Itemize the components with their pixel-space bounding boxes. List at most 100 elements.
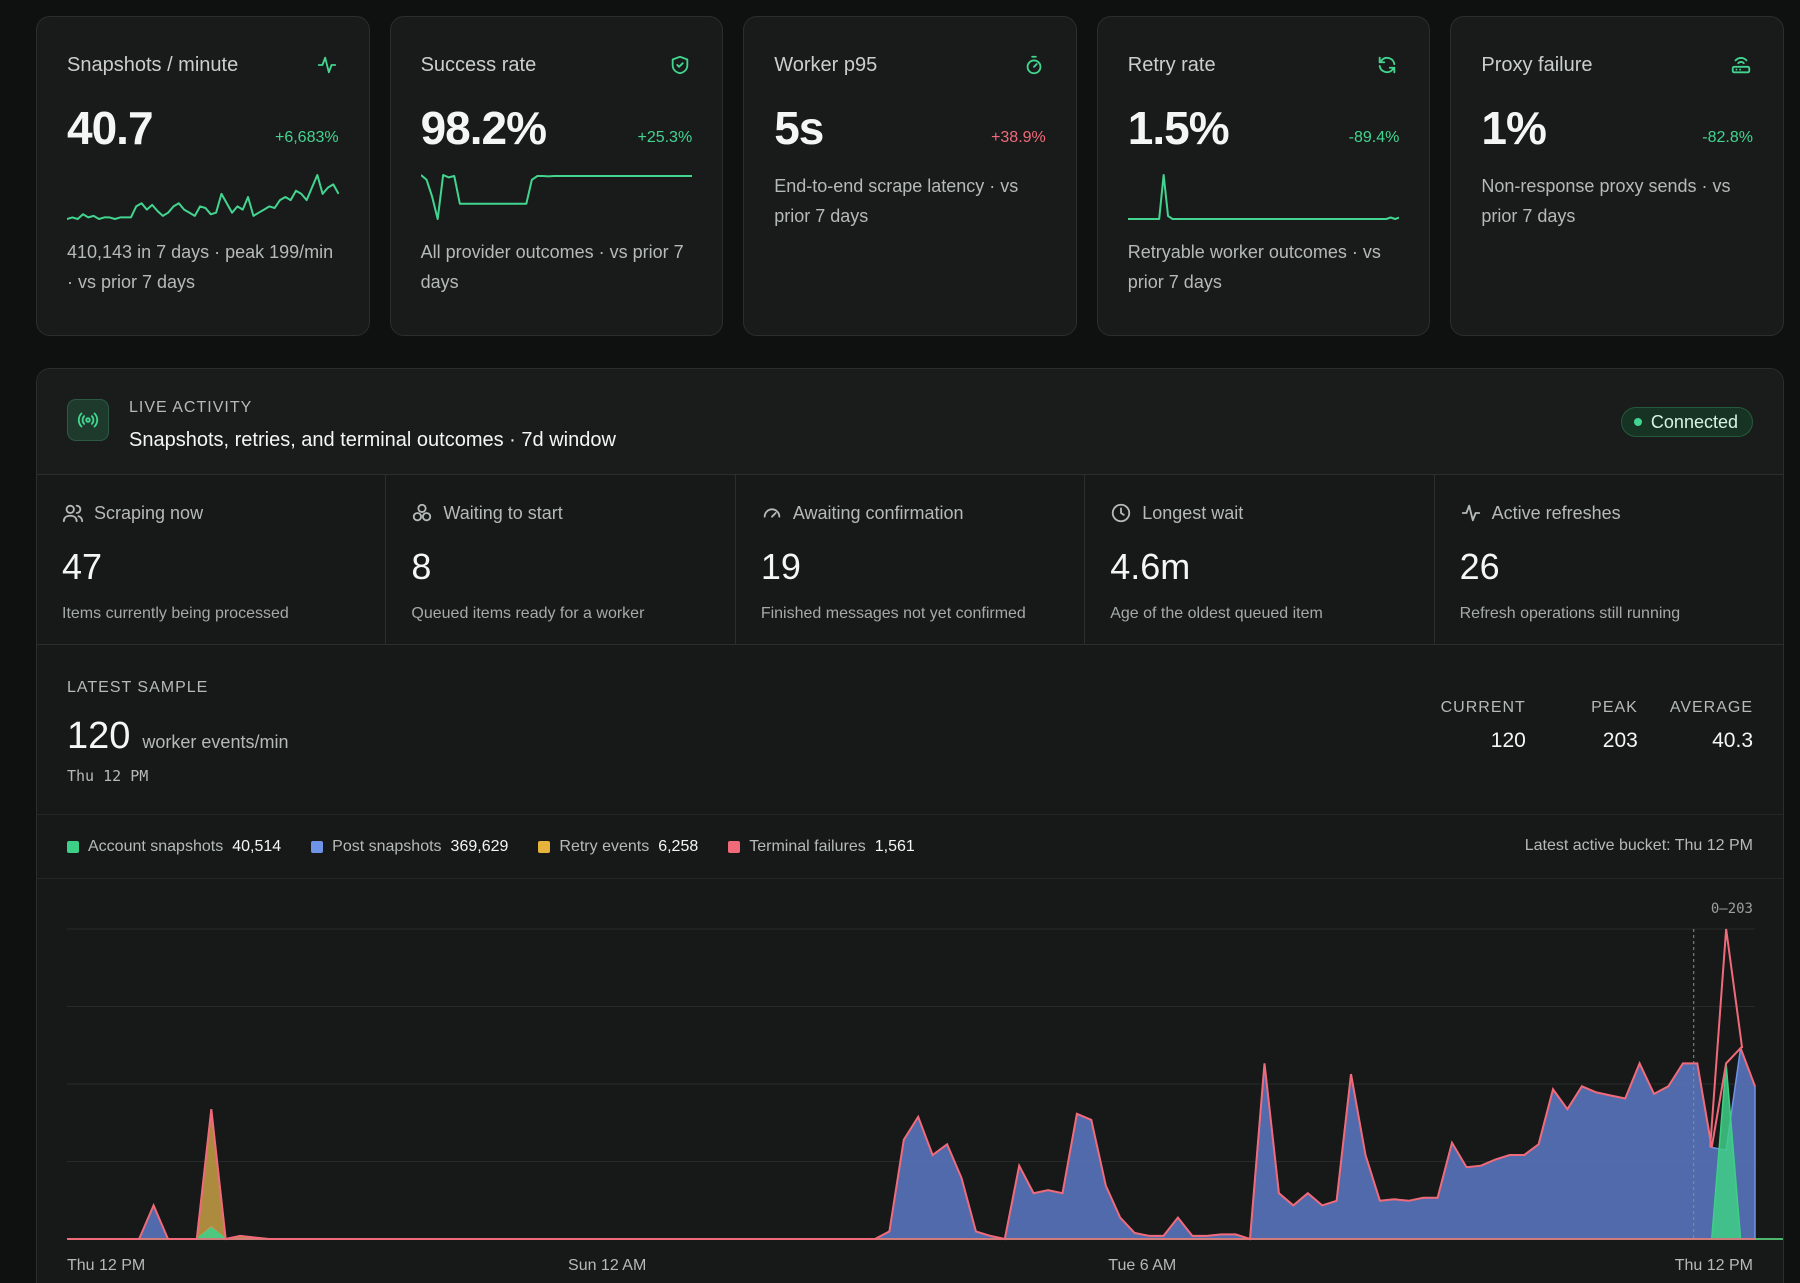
summary-average: AVERAGE 40.3: [1670, 699, 1753, 753]
legend-label: Retry events: [559, 837, 650, 855]
queue-stats: Scraping now 47 Items currently being proc…: [37, 475, 1783, 645]
latest-sample-value-row: 120 worker events/min: [67, 715, 288, 758]
kpi-card-header: Retry rate: [1128, 47, 1400, 83]
shield-check-icon: [668, 53, 692, 77]
legend-count: 40,514: [232, 837, 282, 855]
kpi-value: 1%: [1481, 102, 1546, 154]
x-tick-label: Thu 12 PM: [67, 1257, 146, 1274]
kpi-card: Worker p95 5s +38.9% End-to-end scrape late…: [743, 16, 1077, 336]
kpi-card-header: Snapshots / minute: [67, 47, 339, 83]
status-dot: [1633, 418, 1642, 426]
series-area-post-snapshots: [67, 1047, 1756, 1241]
kpi-value-row: 98.2% +25.3%: [421, 101, 693, 151]
kpi-description: Non-response proxy sends · vs prior 7 da…: [1481, 176, 1731, 226]
summary-peak: PEAK 203: [1558, 699, 1638, 753]
kpi-title: Snapshots / minute: [67, 53, 239, 76]
summary-label: PEAK: [1591, 699, 1638, 716]
queue-stat-header: Active refreshes: [1460, 501, 1758, 525]
legend-label: Post snapshots: [332, 837, 442, 855]
summary-value: 120: [1490, 729, 1526, 752]
chart-legend: Account snapshots 40,514 Post snapshots 369…: [37, 815, 1783, 879]
queue-stat: Scraping now 47 Items currently being proc…: [37, 475, 387, 644]
queue-stat-description: Age of the oldest queued item: [1110, 605, 1323, 622]
kpi-title: Success rate: [420, 53, 537, 76]
queue-stat-value: 19: [760, 546, 801, 587]
legend-swatch: [728, 840, 741, 853]
legend-item[interactable]: Post snapshots 369,629: [311, 838, 508, 856]
latest-sample: LATEST SAMPLE 120 worker events/min Thu …: [37, 645, 1783, 815]
summary-current: CURRENT 120: [1441, 699, 1526, 753]
queue-stat-label: Waiting to start: [443, 502, 563, 523]
y-range-label: 0–203: [1710, 901, 1753, 917]
x-tick-label: Thu 12 PM: [1674, 1257, 1753, 1274]
legend-item[interactable]: Retry events 6,258: [538, 838, 698, 856]
kpi-description: Retryable worker outcomes · vs prior 7 d…: [1127, 242, 1381, 292]
router-icon: [1729, 53, 1753, 77]
queue-stat: Longest wait 4.6m Age of the oldest queued…: [1085, 475, 1435, 644]
kpi-card-header: Worker p95: [774, 47, 1046, 83]
queue-stat-description: Finished messages not yet confirmed: [760, 605, 1026, 622]
summary-label: CURRENT: [1440, 699, 1526, 716]
legend-swatch: [67, 840, 79, 853]
connection-status-label: Connected: [1650, 411, 1738, 432]
kpi-description: 410,143 in 7 days · peak 199/min · vs pr…: [67, 242, 334, 292]
legend-count: 6,258: [658, 837, 699, 855]
latest-sample-unit: worker events/min: [142, 732, 289, 752]
kpi-cards: Snapshots / minute 40.7 +6,683% 410,143 in …: [36, 16, 1784, 336]
queue-stat-description: Refresh operations still running: [1459, 605, 1681, 622]
queue-stat-header: Waiting to start: [411, 501, 709, 525]
kpi-delta: +6,683%: [274, 129, 339, 146]
queue-stat-value: 4.6m: [1110, 546, 1191, 587]
sample-summary: CURRENT 120 PEAK 203 AVERAGE 40.3: [1441, 699, 1753, 753]
kpi-delta: +38.9%: [991, 129, 1046, 146]
legend-label: Terminal failures: [749, 837, 866, 855]
queue-stat: Active refreshes 26 Refresh operations sti…: [1435, 475, 1783, 644]
kpi-description: All provider outcomes · vs prior 7 days: [420, 242, 684, 292]
live-activity-panel: LIVE ACTIVITY Snapshots, retries, and te…: [36, 368, 1784, 1283]
queue-stat-description: Items currently being processed: [62, 605, 289, 622]
kpi-value: 5s: [774, 102, 824, 154]
timer-icon: [1022, 53, 1046, 77]
kpi-card: Retry rate 1.5% -89.4% Retryable worker out…: [1096, 16, 1431, 336]
activity-chart[interactable]: 0–203 Thu 12 PM Sun 12 AM Tue 6 AM Thu 12 P…: [37, 879, 1783, 1283]
queue-stat-description: Queued items ready for a worker: [411, 605, 645, 622]
kpi-value-row: 1.5% -89.4%: [1128, 101, 1400, 151]
activity-icon: [315, 53, 339, 77]
broadcast-icon: [67, 399, 109, 441]
legend-item[interactable]: Account snapshots 40,514: [67, 838, 281, 856]
x-tick-label: Tue 6 AM: [1108, 1257, 1177, 1274]
kpi-value: 40.7: [67, 102, 154, 154]
activity-icon: [1460, 502, 1482, 524]
kpi-card: Snapshots / minute 40.7 +6,683% 410,143 in …: [36, 16, 370, 336]
connection-status-badge: Connected: [1620, 407, 1753, 437]
kpi-delta: +25.3%: [637, 129, 693, 146]
queue-stat-header: Scraping now: [62, 501, 360, 525]
legend-item[interactable]: Terminal failures 1,561: [728, 838, 915, 856]
latest-bucket-label: Latest active bucket: Thu 12 PM: [1524, 837, 1753, 854]
activity-chart-svg: [67, 928, 1783, 1241]
kpi-value-row: 1% -82.8%: [1481, 101, 1753, 151]
queue-stat-label: Longest wait: [1142, 502, 1244, 523]
queue-stat-value: 26: [1459, 546, 1500, 587]
queue-stat-label: Scraping now: [94, 502, 204, 523]
kpi-delta: -89.4%: [1348, 129, 1400, 146]
legend-count: 1,561: [874, 837, 915, 855]
legend-label: Account snapshots: [88, 837, 224, 855]
queue-stat: Waiting to start 8 Queued items ready for …: [386, 475, 736, 644]
queue-stat-label: Active refreshes: [1491, 502, 1621, 523]
kpi-card-header: Proxy failure: [1481, 47, 1753, 83]
summary-label: AVERAGE: [1669, 699, 1753, 716]
kpi-sparkline: [1127, 174, 1400, 220]
legend-swatch: [311, 840, 324, 853]
clock-icon: [1110, 502, 1132, 524]
summary-value: 203: [1602, 729, 1638, 752]
peak-spike: [1709, 928, 1744, 1148]
queue-stat-value: 8: [411, 546, 432, 587]
kpi-title: Proxy failure: [1481, 53, 1593, 76]
x-tick-label: Sun 12 AM: [568, 1257, 647, 1274]
kpi-card: Success rate 98.2% +25.3% All provider outc…: [389, 16, 724, 336]
kpi-description: End-to-end scrape latency · vs prior 7 d…: [774, 176, 1019, 226]
kpi-card-header: Success rate: [421, 47, 693, 83]
kpi-value: 1.5%: [1127, 102, 1230, 154]
queue-stat-header: Longest wait: [1110, 501, 1408, 525]
